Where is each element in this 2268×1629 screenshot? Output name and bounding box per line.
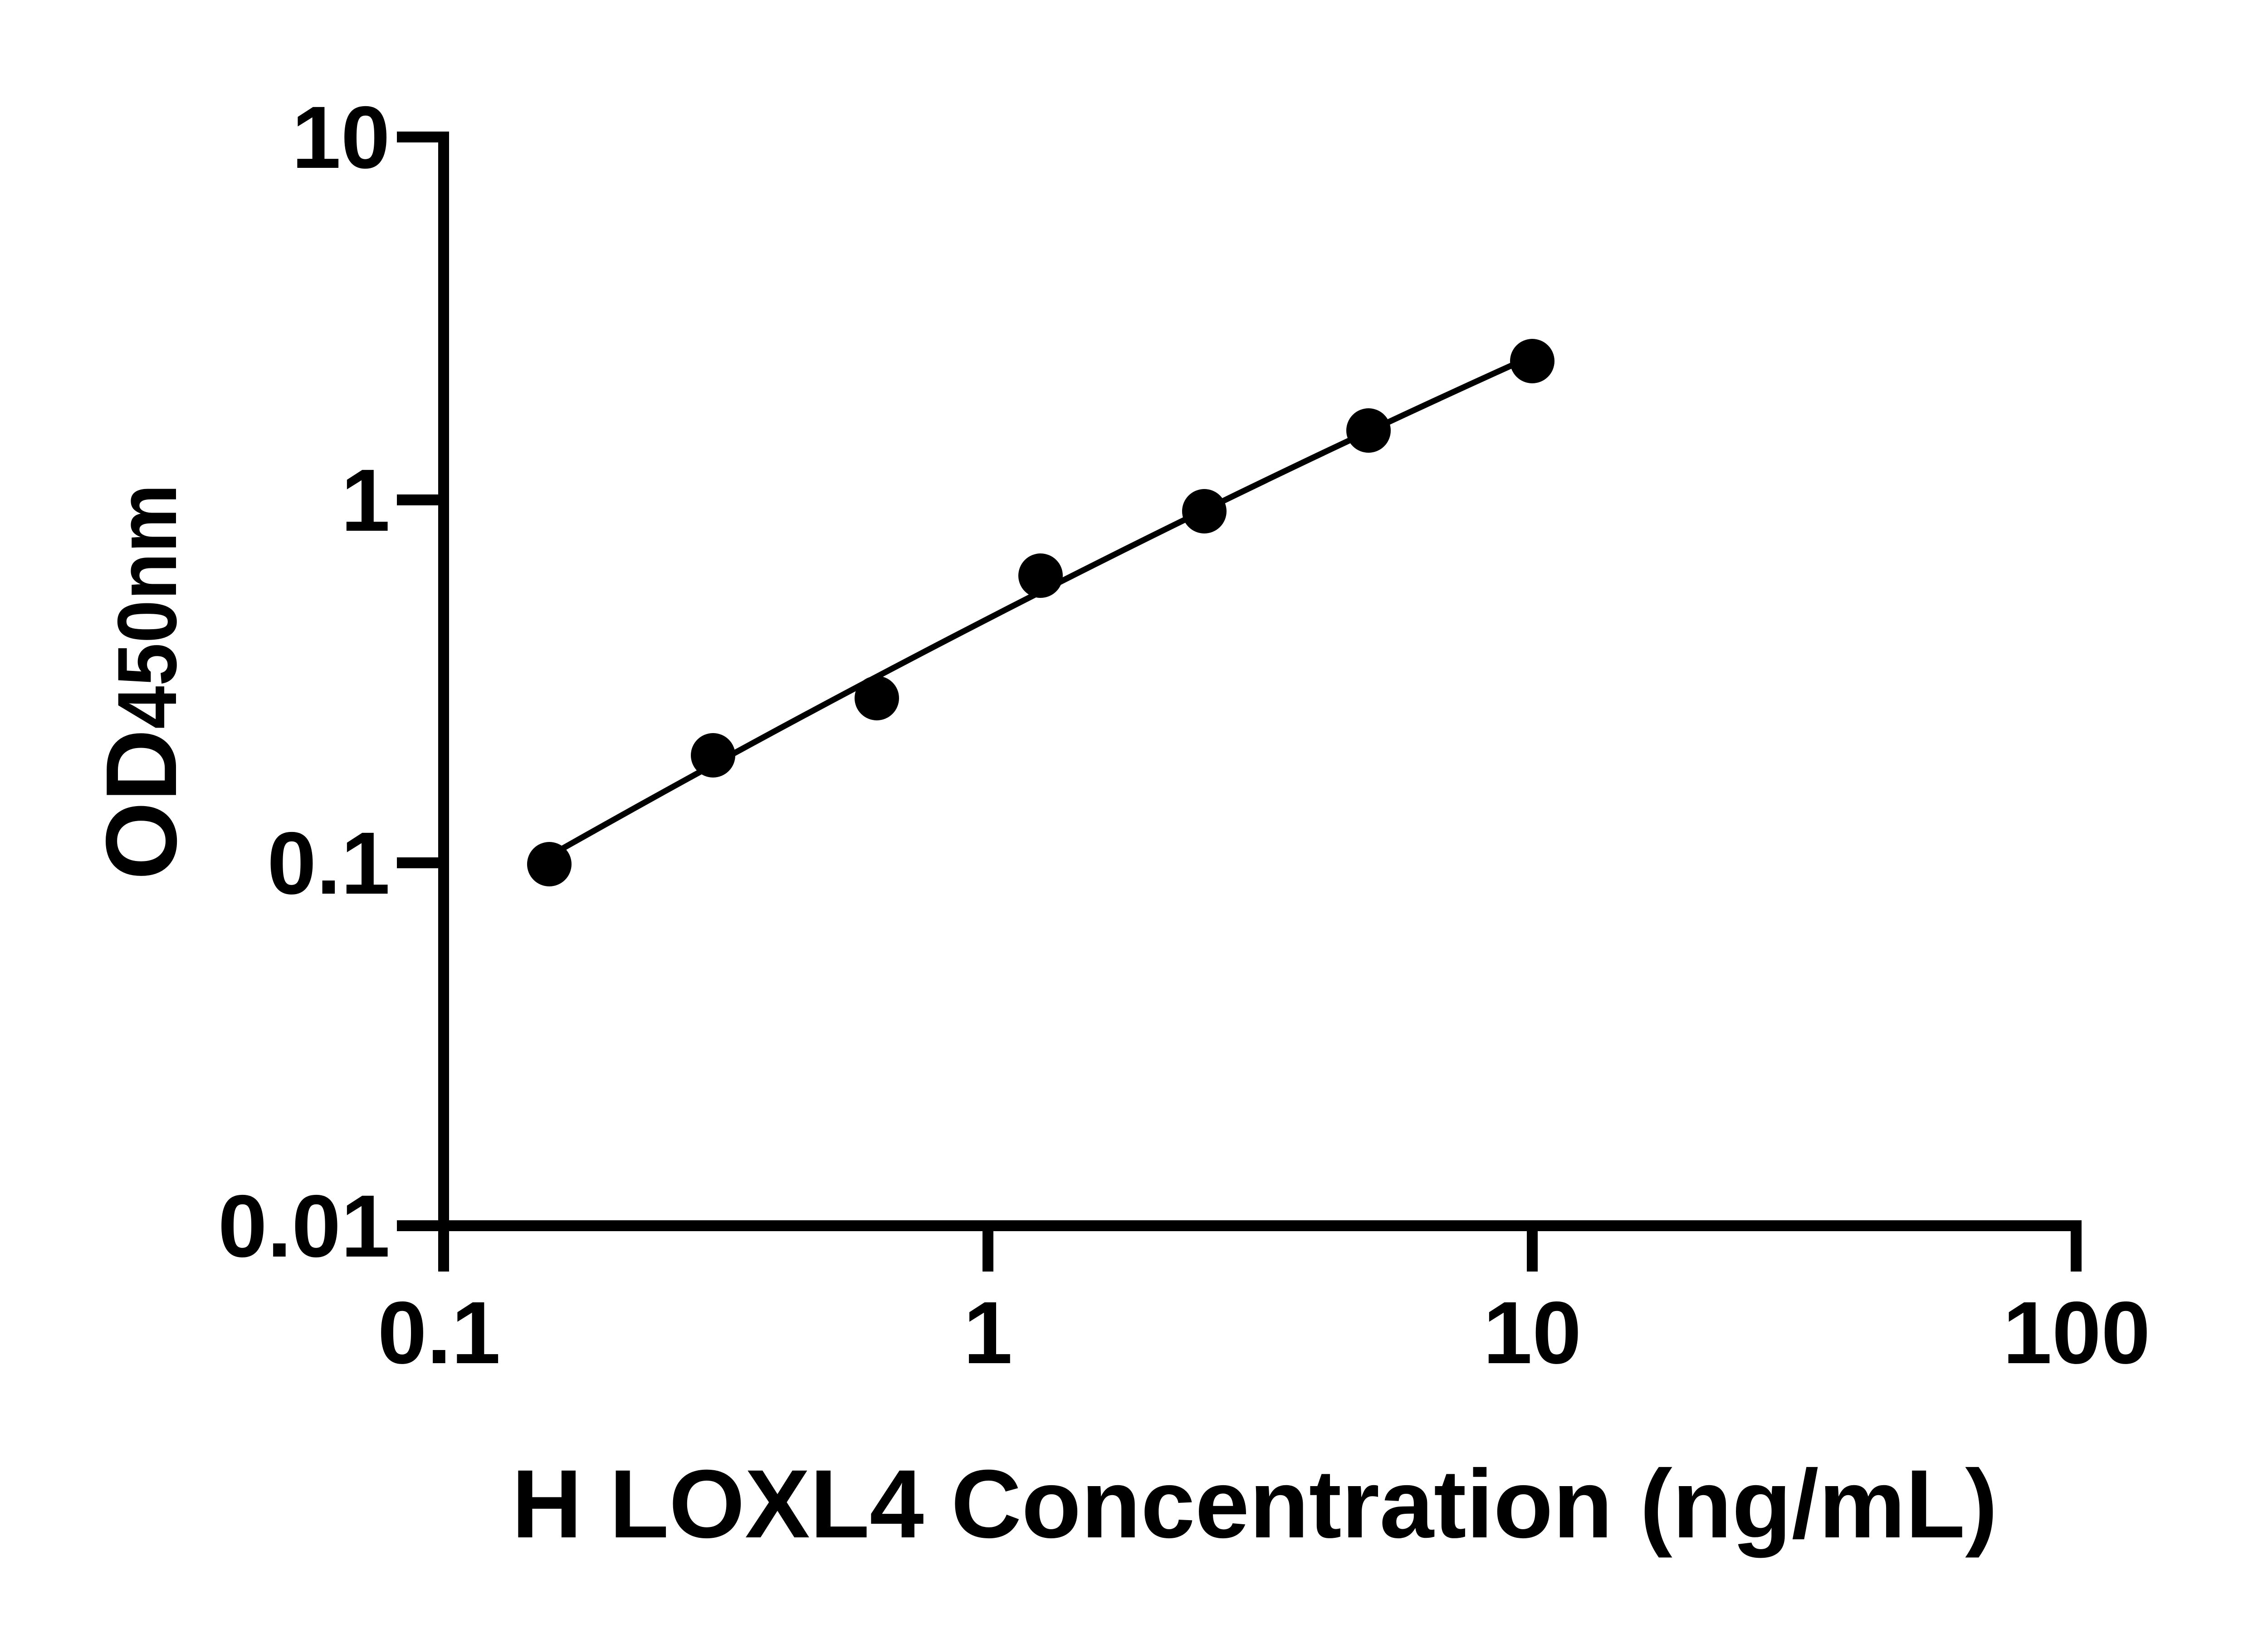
svg-text:OD: OD	[85, 729, 198, 880]
svg-text:100: 100	[2003, 1283, 2150, 1382]
svg-text:0.01: 0.01	[218, 1177, 390, 1276]
svg-text:10: 10	[1483, 1283, 1582, 1382]
svg-text:0.1: 0.1	[377, 1283, 500, 1382]
svg-text:0.1: 0.1	[267, 814, 390, 913]
svg-text:10: 10	[292, 88, 390, 187]
svg-text:450nm: 450nm	[101, 484, 194, 729]
svg-text:1: 1	[963, 1283, 1012, 1382]
svg-text:1: 1	[341, 451, 390, 550]
svg-text:H LOXL4 Concentration (ng/mL): H LOXL4 Concentration (ng/mL)	[512, 1450, 1998, 1558]
